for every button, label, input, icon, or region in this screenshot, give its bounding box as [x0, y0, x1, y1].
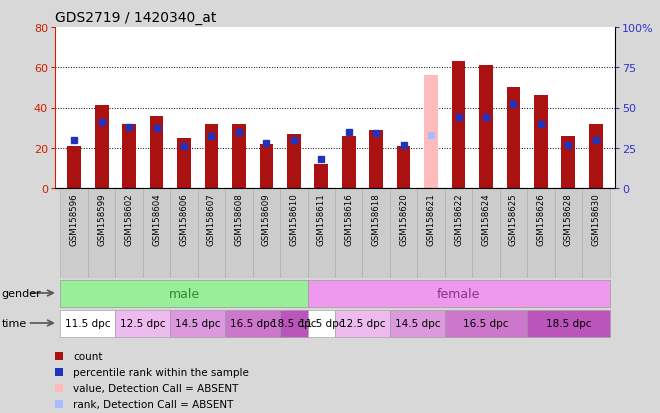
- Bar: [61, 189, 88, 278]
- Text: 12.5 dpc: 12.5 dpc: [120, 318, 166, 328]
- Bar: [479, 66, 493, 189]
- Bar: [527, 189, 554, 278]
- Bar: [170, 189, 198, 278]
- Text: GSM158606: GSM158606: [180, 193, 189, 246]
- Text: GSM158620: GSM158620: [399, 193, 408, 246]
- Text: GSM158622: GSM158622: [454, 193, 463, 246]
- Bar: [143, 189, 170, 278]
- Bar: [582, 189, 609, 278]
- Text: count: count: [73, 351, 102, 361]
- Bar: [259, 145, 273, 189]
- Bar: [390, 310, 445, 337]
- Bar: [115, 310, 170, 337]
- Bar: [589, 124, 603, 189]
- Text: GSM158621: GSM158621: [426, 193, 436, 246]
- Bar: [225, 310, 280, 337]
- Bar: [335, 310, 390, 337]
- Text: GSM158602: GSM158602: [125, 193, 133, 246]
- Bar: [362, 189, 390, 278]
- Text: 16.5 dpc: 16.5 dpc: [230, 318, 275, 328]
- Bar: [150, 116, 164, 189]
- Text: GSM158616: GSM158616: [345, 193, 353, 246]
- Bar: [370, 131, 383, 189]
- Bar: [424, 76, 438, 189]
- Bar: [287, 134, 301, 189]
- Text: GSM158596: GSM158596: [70, 193, 79, 246]
- Text: 14.5 dpc: 14.5 dpc: [395, 318, 440, 328]
- Bar: [232, 124, 246, 189]
- Text: GSM158607: GSM158607: [207, 193, 216, 246]
- Bar: [280, 310, 308, 337]
- Bar: [115, 189, 143, 278]
- Text: 11.5 dpc: 11.5 dpc: [298, 318, 344, 328]
- Text: GSM158610: GSM158610: [289, 193, 298, 246]
- Bar: [253, 189, 280, 278]
- Bar: [280, 189, 308, 278]
- Text: gender: gender: [1, 288, 41, 298]
- Bar: [314, 164, 328, 189]
- Text: GSM158611: GSM158611: [317, 193, 326, 246]
- Text: GSM158599: GSM158599: [97, 193, 106, 245]
- Text: female: female: [437, 287, 480, 300]
- Text: percentile rank within the sample: percentile rank within the sample: [73, 367, 249, 377]
- Text: GSM158626: GSM158626: [537, 193, 545, 246]
- Bar: [417, 189, 445, 278]
- Bar: [507, 88, 520, 189]
- Bar: [95, 106, 108, 189]
- Text: rank, Detection Call = ABSENT: rank, Detection Call = ABSENT: [73, 399, 234, 409]
- Bar: [473, 189, 500, 278]
- Bar: [534, 96, 548, 189]
- Text: time: time: [1, 318, 26, 328]
- Bar: [451, 62, 465, 189]
- Bar: [308, 280, 609, 307]
- Text: 18.5 dpc: 18.5 dpc: [546, 318, 591, 328]
- Text: 11.5 dpc: 11.5 dpc: [65, 318, 111, 328]
- Text: GSM158624: GSM158624: [482, 193, 490, 246]
- Bar: [122, 124, 136, 189]
- Text: GSM158618: GSM158618: [372, 193, 381, 246]
- Text: GSM158628: GSM158628: [564, 193, 573, 246]
- Bar: [67, 146, 81, 189]
- Bar: [445, 310, 527, 337]
- Bar: [308, 189, 335, 278]
- Bar: [61, 310, 116, 337]
- Bar: [308, 310, 335, 337]
- Text: GSM158630: GSM158630: [591, 193, 601, 246]
- Text: 16.5 dpc: 16.5 dpc: [463, 318, 509, 328]
- Bar: [445, 189, 473, 278]
- Bar: [88, 189, 115, 278]
- Bar: [335, 189, 362, 278]
- Text: GSM158604: GSM158604: [152, 193, 161, 246]
- Text: value, Detection Call = ABSENT: value, Detection Call = ABSENT: [73, 383, 238, 393]
- Bar: [205, 124, 218, 189]
- Bar: [61, 280, 308, 307]
- Text: 14.5 dpc: 14.5 dpc: [175, 318, 220, 328]
- Text: male: male: [168, 287, 199, 300]
- Text: GSM158608: GSM158608: [234, 193, 244, 246]
- Bar: [527, 310, 609, 337]
- Text: GDS2719 / 1420340_at: GDS2719 / 1420340_at: [55, 11, 216, 25]
- Bar: [198, 189, 225, 278]
- Bar: [562, 136, 576, 189]
- Bar: [342, 136, 356, 189]
- Bar: [554, 189, 582, 278]
- Bar: [177, 138, 191, 189]
- Bar: [397, 146, 411, 189]
- Text: 18.5 dpc: 18.5 dpc: [271, 318, 317, 328]
- Bar: [500, 189, 527, 278]
- Bar: [390, 189, 417, 278]
- Bar: [225, 189, 253, 278]
- Text: 12.5 dpc: 12.5 dpc: [340, 318, 385, 328]
- Bar: [170, 310, 225, 337]
- Text: GSM158609: GSM158609: [262, 193, 271, 246]
- Text: GSM158625: GSM158625: [509, 193, 518, 246]
